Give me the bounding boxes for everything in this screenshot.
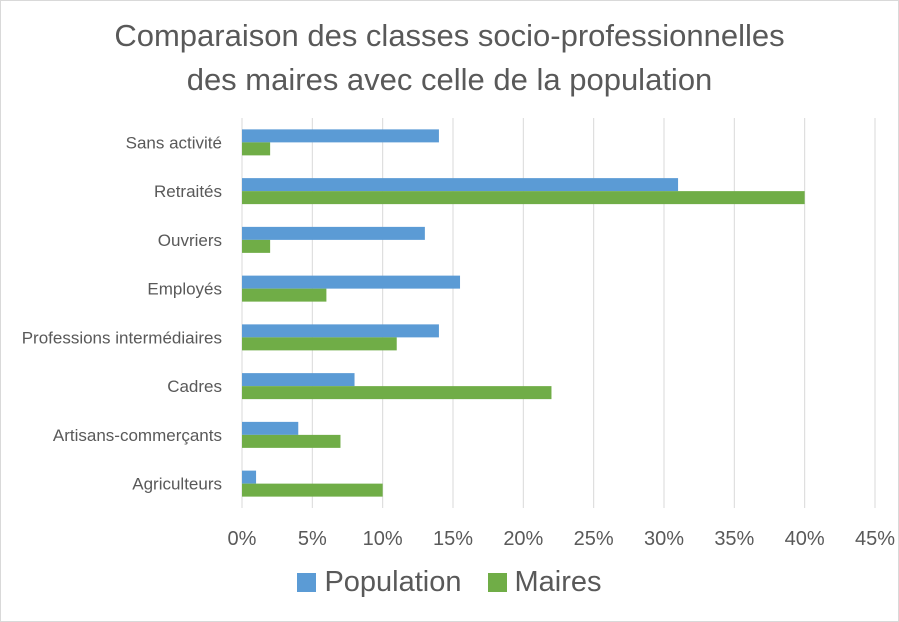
bar-maires-6 bbox=[242, 434, 341, 448]
category-label-2: Ouvriers bbox=[158, 231, 222, 250]
legend-swatch-population bbox=[297, 573, 317, 592]
chart-title-line-1: Comparaison des classes socio-profession… bbox=[114, 18, 785, 53]
category-label-1: Retraités bbox=[154, 182, 222, 201]
x-tick-label-5: 25% bbox=[574, 528, 614, 550]
bar-population-0 bbox=[242, 129, 439, 143]
legend-item-population: Population bbox=[297, 566, 462, 599]
chart-title: Comparaison des classes socio-profession… bbox=[0, 14, 899, 102]
legend-swatch-maires bbox=[487, 573, 507, 592]
bar-maires-3 bbox=[242, 288, 327, 302]
x-tick-label-8: 40% bbox=[785, 528, 825, 550]
x-tick-label-2: 10% bbox=[363, 528, 403, 550]
x-tick-label-6: 30% bbox=[644, 528, 684, 550]
bar-maires-4 bbox=[242, 337, 397, 351]
x-tick-label-7: 35% bbox=[714, 528, 754, 550]
bar-population-7 bbox=[242, 470, 257, 484]
bar-maires-7 bbox=[242, 483, 383, 497]
category-label-6: Artisans-commerçants bbox=[53, 426, 222, 445]
bar-population-5 bbox=[242, 373, 355, 387]
x-tick-label-1: 5% bbox=[298, 528, 327, 550]
legend-item-maires: Maires bbox=[487, 566, 602, 599]
bar-population-1 bbox=[242, 178, 679, 192]
x-tick-label-4: 20% bbox=[503, 528, 543, 550]
bar-population-3 bbox=[242, 275, 461, 289]
bar-maires-0 bbox=[242, 142, 271, 156]
x-tick-label-0: 0% bbox=[228, 528, 257, 550]
category-label-5: Cadres bbox=[167, 377, 222, 396]
bar-population-4 bbox=[242, 324, 439, 338]
category-label-0: Sans activité bbox=[126, 133, 222, 152]
category-label-4: Professions intermédiaires bbox=[22, 328, 222, 347]
category-label-7: Agriculteurs bbox=[132, 475, 222, 494]
x-tick-label-3: 15% bbox=[433, 528, 473, 550]
bar-population-6 bbox=[242, 421, 299, 435]
bar-maires-5 bbox=[242, 386, 552, 400]
chart-title-line-2: des maires avec celle de la population bbox=[186, 62, 713, 97]
category-label-3: Employés bbox=[147, 280, 222, 299]
legend-label-population: Population bbox=[324, 566, 462, 598]
x-tick-label-9: 45% bbox=[855, 528, 895, 550]
bar-population-2 bbox=[242, 226, 425, 240]
chart-legend: Population Maires bbox=[0, 566, 899, 599]
bar-maires-1 bbox=[242, 191, 805, 205]
legend-label-maires: Maires bbox=[514, 566, 602, 598]
bar-maires-2 bbox=[242, 239, 271, 253]
